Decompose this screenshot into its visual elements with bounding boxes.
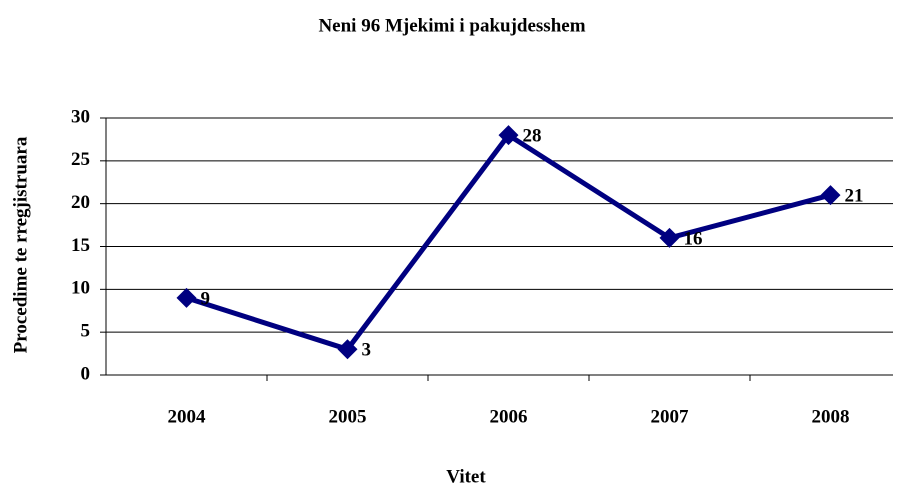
y-tick-label: 10: [71, 278, 90, 299]
series-line: [185, 131, 832, 353]
data-label: 28: [523, 125, 542, 146]
y-tick-label: 15: [71, 235, 90, 256]
x-tick-label: 2006: [490, 406, 528, 427]
chart-title: Neni 96 Mjekimi i pakujdesshem: [318, 15, 585, 36]
point-marker: [659, 227, 680, 248]
y-tick-label: 30: [71, 106, 90, 127]
y-tick-label: 0: [81, 363, 91, 384]
y-tick-label: 25: [71, 149, 90, 170]
point-marker: [337, 339, 358, 360]
point-marker: [820, 185, 841, 206]
data-label: 21: [845, 185, 864, 206]
x-tick-label: 2008: [812, 406, 850, 427]
y-tick-label: 5: [81, 321, 91, 342]
point-marker: [498, 125, 519, 146]
data-label: 9: [201, 288, 211, 309]
point-marker: [176, 287, 197, 308]
y-axis-label: Procedime te rregjistruara: [10, 136, 31, 353]
x-tick-label: 2004: [168, 406, 207, 427]
x-axis-label: Vitet: [446, 466, 486, 487]
x-tick-label: 2005: [329, 406, 367, 427]
x-tick-label: 2007: [651, 406, 690, 427]
data-label: 16: [684, 228, 703, 249]
y-tick-label: 20: [71, 192, 90, 213]
data-label: 3: [362, 340, 372, 361]
